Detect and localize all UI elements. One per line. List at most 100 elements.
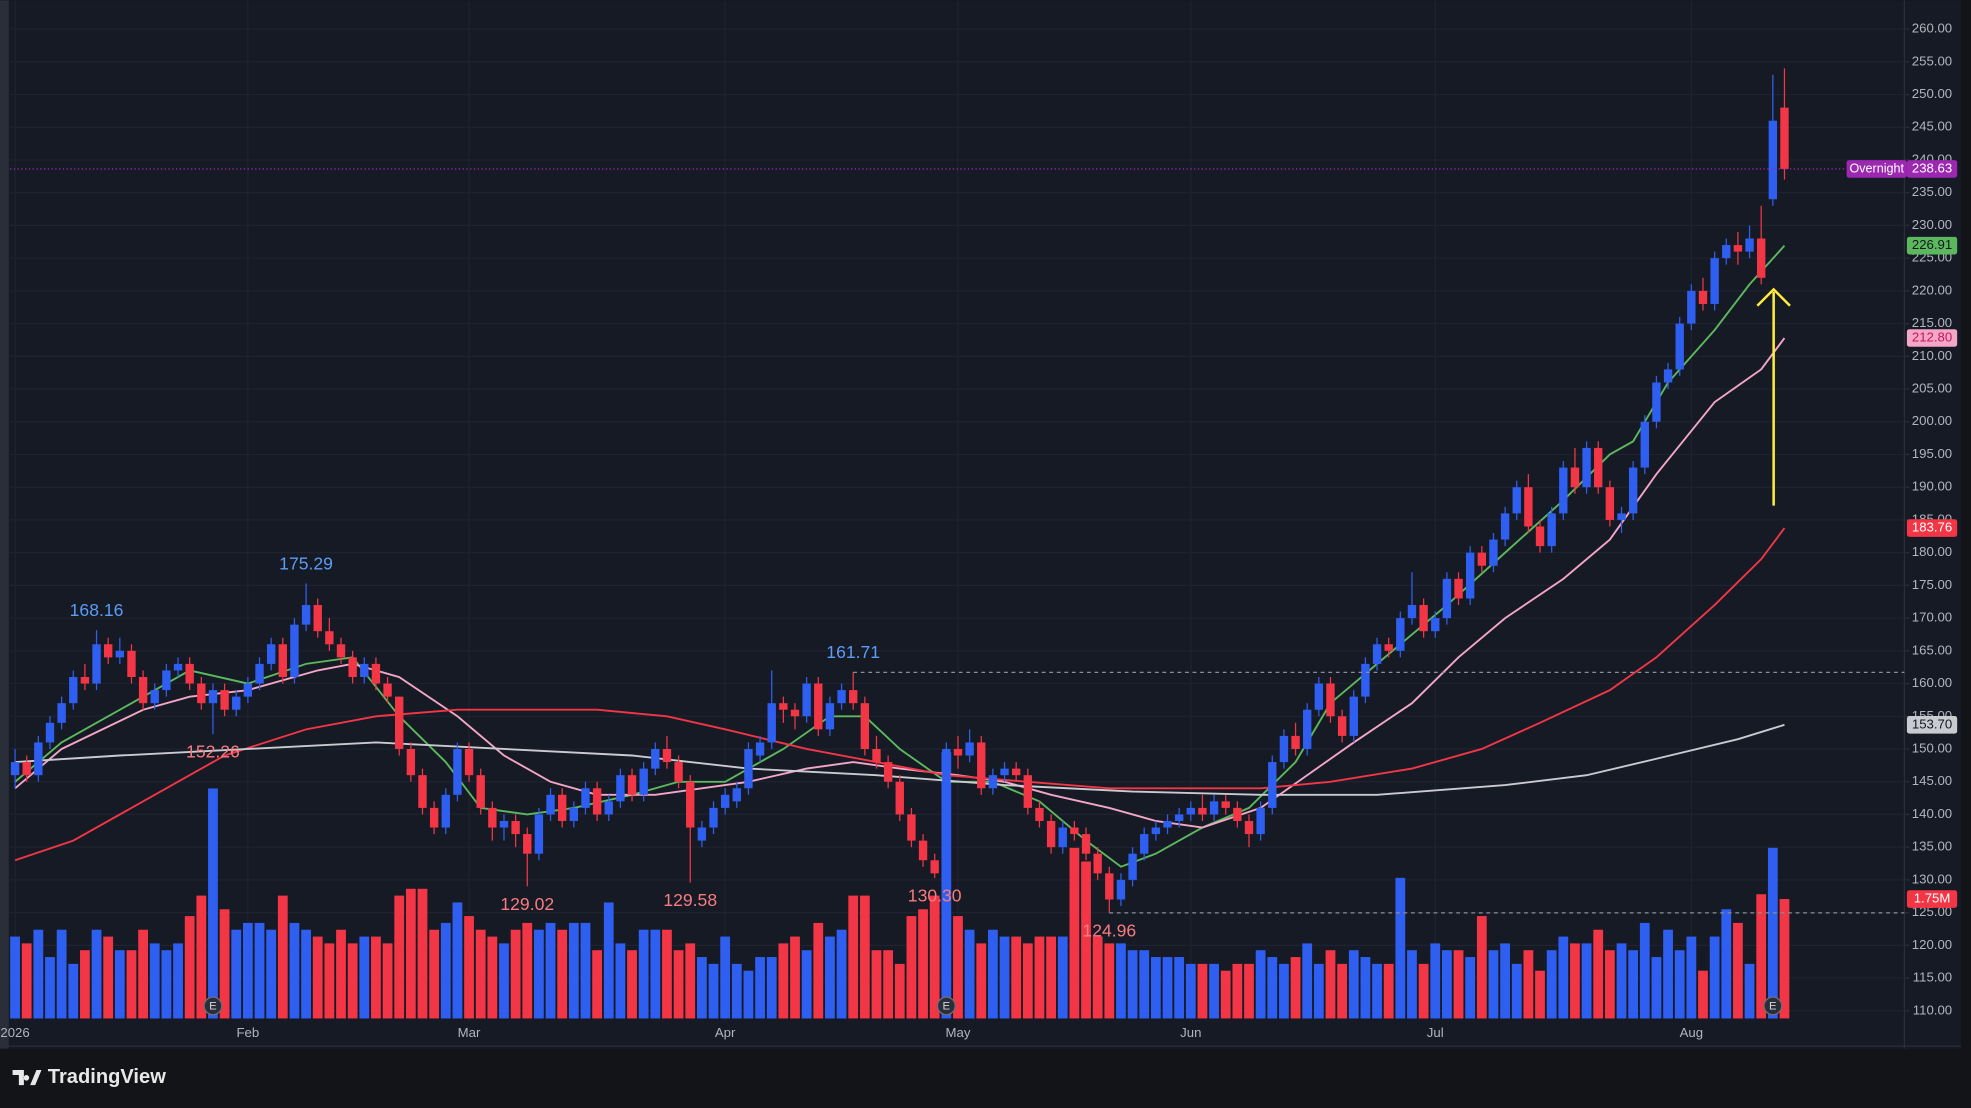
- volume-bar: [1674, 950, 1685, 1019]
- volume-bar: [650, 929, 661, 1019]
- price-annotation: 168.16: [70, 600, 124, 620]
- volume-bar: [603, 902, 614, 1019]
- candle-body: [441, 794, 450, 828]
- price-annotation: 129.58: [663, 890, 717, 910]
- volume-bar: [1628, 950, 1639, 1019]
- volume-bar: [45, 957, 55, 1019]
- volume-bar: [56, 929, 67, 1019]
- volume-bar: [1476, 916, 1487, 1019]
- candle-body: [1035, 807, 1044, 821]
- y-tick-label: 200.00: [1912, 413, 1952, 428]
- price-tag-text: 212.80: [1912, 329, 1952, 344]
- candle-body: [185, 663, 194, 684]
- volume-bar: [1418, 963, 1429, 1019]
- candle-body: [1524, 487, 1533, 527]
- x-tick-label: Apr: [715, 1025, 736, 1040]
- x-tick-label: Aug: [1680, 1025, 1703, 1040]
- candle-body: [1500, 513, 1510, 540]
- volume-bar: [1162, 957, 1173, 1019]
- volume-bar: [138, 929, 149, 1019]
- volume-bar: [475, 929, 486, 1019]
- volume-bar: [1337, 963, 1348, 1019]
- volume-bar: [883, 950, 894, 1019]
- volume-bar: [242, 922, 253, 1019]
- volume-bar: [1232, 963, 1243, 1019]
- candle-body: [1663, 369, 1673, 383]
- volume-bar: [1244, 963, 1254, 1019]
- candle-body: [825, 703, 835, 730]
- volume-bar: [10, 936, 20, 1019]
- candle-body: [1128, 853, 1137, 880]
- volume-bar: [627, 950, 637, 1019]
- volume-bar: [1197, 963, 1208, 1019]
- candle-body: [651, 748, 660, 769]
- volume-bar: [173, 943, 183, 1019]
- candle-body: [1105, 873, 1114, 900]
- candle-body: [1757, 238, 1766, 278]
- candle-body: [1698, 290, 1708, 304]
- candle-body: [1361, 663, 1370, 697]
- volume-bar: [126, 950, 137, 1019]
- volume-bar: [1430, 943, 1441, 1019]
- price-annotation: 124.96: [1082, 920, 1136, 940]
- price-tag-text: 153.70: [1912, 716, 1952, 731]
- earnings-marker-text: E: [1769, 1001, 1777, 1013]
- candle-body: [674, 762, 683, 782]
- candle-body: [1570, 467, 1580, 488]
- volume-bar: [1116, 943, 1126, 1019]
- y-tick-label: 135.00: [1912, 839, 1952, 854]
- price-tag: [1906, 236, 1958, 255]
- x-tick-label: Jun: [1180, 1025, 1201, 1040]
- candle-body: [138, 677, 148, 704]
- candle-body: [1745, 238, 1754, 252]
- volume-bar: [91, 929, 102, 1019]
- candle-body: [1000, 768, 1009, 776]
- earnings-marker: [203, 996, 223, 1016]
- volume-bar: [1686, 936, 1697, 1019]
- candle-body: [616, 775, 625, 802]
- y-tick-label: 235.00: [1912, 184, 1952, 199]
- volume-bar: [1279, 963, 1289, 1019]
- candle-body: [57, 703, 66, 723]
- volume-bar: [964, 929, 975, 1019]
- candle-body: [1256, 807, 1265, 835]
- price-annotation: 129.02: [500, 894, 554, 914]
- candle-body: [523, 834, 532, 854]
- price-annotation: 152.26: [186, 742, 240, 762]
- volume-bar: [696, 957, 707, 1019]
- y-tick-label: 245.00: [1912, 119, 1952, 134]
- volume-bar: [662, 929, 672, 1019]
- candle-body: [1687, 290, 1696, 324]
- candle-body: [1233, 807, 1242, 821]
- candle-body: [1140, 834, 1149, 854]
- candle-body: [1617, 513, 1626, 520]
- candle-body: [930, 860, 939, 874]
- volume-bar: [1639, 922, 1650, 1019]
- candle-body: [1547, 513, 1556, 547]
- volume-bar: [906, 916, 917, 1019]
- candle-body: [255, 663, 264, 684]
- volume-tag: [1906, 890, 1958, 908]
- earnings-marker-text: E: [209, 1001, 217, 1013]
- volume-bar: [1034, 936, 1045, 1019]
- candle-body: [103, 644, 113, 658]
- candle-body: [779, 703, 788, 710]
- candle-body: [1221, 801, 1230, 808]
- candle-body: [173, 663, 183, 671]
- volume-bar: [1302, 943, 1313, 1019]
- candle-body: [150, 690, 159, 704]
- candle-body: [1011, 768, 1021, 776]
- volume-bar: [33, 929, 44, 1019]
- volume-bar: [1139, 950, 1150, 1019]
- candle-body: [406, 748, 416, 776]
- candle-body: [1442, 578, 1452, 619]
- candle-body: [69, 677, 78, 704]
- candle-body: [1163, 820, 1172, 828]
- y-tick-label: 250.00: [1912, 86, 1952, 101]
- candle-body: [348, 657, 357, 678]
- earnings-marker: [1763, 996, 1783, 1016]
- volume-bar: [371, 936, 381, 1019]
- volume-bar: [231, 929, 242, 1019]
- candle-body: [1605, 487, 1615, 520]
- candle-body: [1291, 735, 1300, 749]
